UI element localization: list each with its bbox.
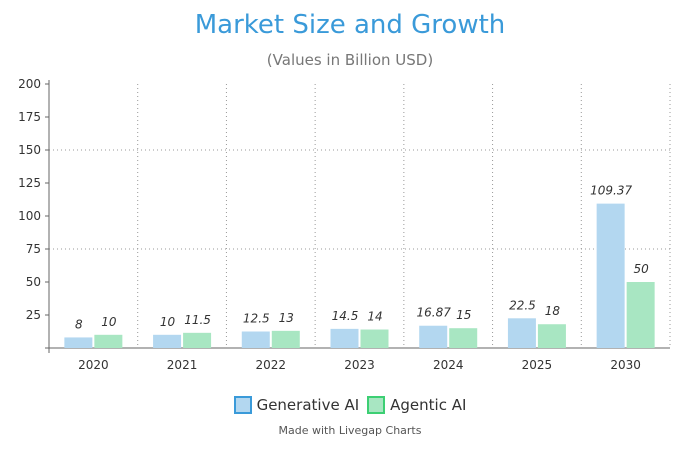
data-label: 14.5 <box>332 309 359 323</box>
data-label: 50 <box>634 262 650 276</box>
data-label: 8 <box>75 317 83 331</box>
data-label: 12.5 <box>243 312 270 326</box>
y-tick-label: 200 <box>18 77 41 91</box>
bar <box>419 325 448 348</box>
y-tick-label: 125 <box>18 176 41 190</box>
x-tick-label: 2024 <box>433 358 464 372</box>
data-label: 109.37 <box>590 184 632 198</box>
chart-title: Market Size and Growth <box>194 10 506 40</box>
legend-swatch <box>233 396 252 414</box>
bar <box>271 330 300 348</box>
bar <box>507 318 536 348</box>
bar <box>153 334 182 348</box>
bar <box>330 328 359 348</box>
legend-swatch <box>367 396 386 414</box>
bar <box>449 328 478 348</box>
x-tick-label: 2020 <box>78 358 109 372</box>
credit-text: Made with Livegap Charts <box>278 424 422 437</box>
x-tick-label: 2030 <box>610 358 641 372</box>
bar <box>537 324 566 348</box>
bar <box>626 282 655 348</box>
legend-label: Generative AI <box>256 396 360 414</box>
data-label: 22.5 <box>509 298 536 312</box>
data-label: 16.87 <box>417 306 452 320</box>
legend-label: Agentic AI <box>390 396 467 414</box>
bar <box>94 334 123 348</box>
y-tick-label: 50 <box>26 275 41 289</box>
bar <box>241 331 270 348</box>
chart-subtitle: (Values in Billion USD) <box>266 51 434 69</box>
data-label: 11.5 <box>184 313 211 327</box>
y-tick-label: 150 <box>18 143 41 157</box>
y-tick-label: 100 <box>18 209 41 223</box>
y-tick-label: 175 <box>18 110 41 124</box>
legend: Generative AI Agentic AI <box>0 396 700 414</box>
x-tick-label: 2023 <box>344 358 375 372</box>
data-label: 14 <box>367 310 382 324</box>
legend-item-generative-ai[interactable]: Generative AI <box>233 396 360 414</box>
x-tick-label: 2022 <box>256 358 287 372</box>
y-tick-label: 25 <box>26 308 41 322</box>
bar <box>596 203 625 348</box>
bar <box>360 329 389 348</box>
x-tick-label: 2021 <box>167 358 198 372</box>
bar <box>183 332 212 348</box>
data-label: 10 <box>160 315 176 329</box>
data-label: 10 <box>101 315 117 329</box>
x-tick-label: 2025 <box>522 358 553 372</box>
data-label: 18 <box>545 304 561 318</box>
y-tick-label: 75 <box>26 242 41 256</box>
data-label: 15 <box>456 308 471 322</box>
data-label: 13 <box>279 311 294 325</box>
legend-item-agentic-ai[interactable]: Agentic AI <box>367 396 466 414</box>
bar <box>64 337 93 348</box>
